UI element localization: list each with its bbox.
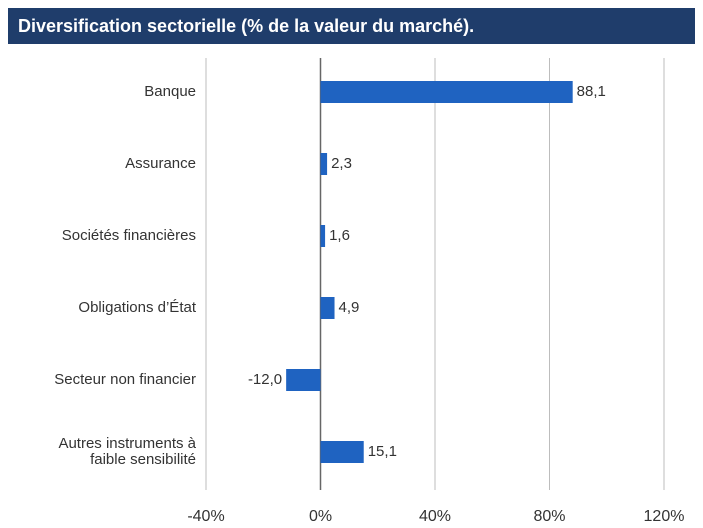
value-label: 1,6 bbox=[329, 227, 350, 244]
y-tick-label: Assurance bbox=[125, 155, 196, 172]
bar bbox=[320, 297, 335, 319]
bar bbox=[320, 81, 573, 103]
bar bbox=[286, 369, 321, 391]
x-tick-label: 0% bbox=[309, 508, 332, 525]
bar bbox=[320, 153, 328, 175]
x-tick-label: 40% bbox=[419, 508, 451, 525]
x-tick-label: 80% bbox=[533, 508, 565, 525]
y-tick-label: Banque bbox=[144, 83, 196, 100]
x-tick-label: 120% bbox=[644, 508, 685, 525]
chart-title: Diversification sectorielle (% de la val… bbox=[8, 8, 695, 44]
value-label: 88,1 bbox=[577, 83, 606, 100]
value-label: -12,0 bbox=[248, 371, 282, 388]
y-tick-label: Secteur non financier bbox=[54, 371, 196, 388]
value-label: 4,9 bbox=[339, 299, 360, 316]
y-tick-label: Obligations d’État bbox=[78, 299, 196, 316]
bar bbox=[320, 225, 326, 247]
value-label: 2,3 bbox=[331, 155, 352, 172]
bar bbox=[320, 441, 364, 463]
y-tick-label: Autres instruments à faible sensibilité bbox=[58, 435, 196, 468]
x-tick-label: -40% bbox=[187, 508, 224, 525]
y-tick-label: Sociétés financières bbox=[62, 227, 196, 244]
value-label: 15,1 bbox=[368, 443, 397, 460]
